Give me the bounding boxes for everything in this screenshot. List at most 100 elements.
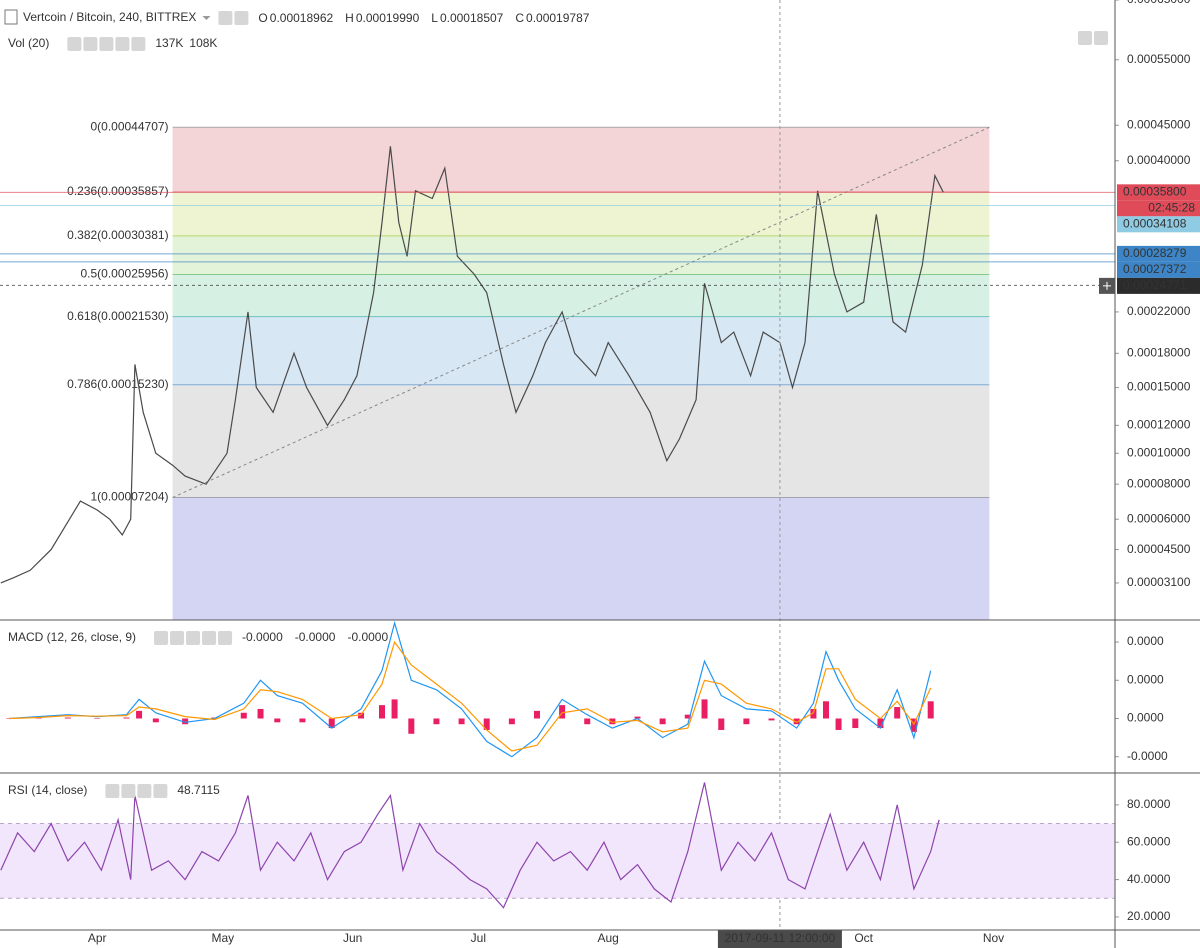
toolbar-icon[interactable]	[67, 37, 82, 51]
macd-histogram-bar	[659, 718, 666, 725]
toolbar-icon[interactable]	[170, 631, 185, 645]
toolbar-icon[interactable]	[99, 37, 114, 51]
x-tick-label: Aug	[598, 931, 619, 945]
y-tick-label: 0.00055000	[1127, 52, 1191, 66]
price-tag-label: 0.00024771	[1123, 278, 1187, 292]
macd-histogram-bar	[240, 712, 247, 719]
macd-histogram-bar	[927, 701, 934, 719]
price-tag	[1117, 277, 1200, 294]
toolbar-icon[interactable]	[218, 631, 233, 645]
macd-histogram-bar	[123, 717, 130, 719]
y-tick-label: 0.00015000	[1127, 380, 1191, 394]
legend-toggle[interactable]	[4, 9, 18, 25]
macd-histogram-bar	[257, 708, 264, 719]
toolbar-icon[interactable]	[1078, 31, 1092, 45]
macd-histogram-bar	[852, 718, 859, 729]
macd-histogram-bar	[822, 701, 829, 719]
fib-level-label: 0.236(0.00035857)	[67, 184, 168, 198]
indicator-title: MACD (12, 26, close, 9)	[8, 630, 136, 644]
y-tick-label: 0.00012000	[1127, 418, 1191, 432]
y-tick-label: 0.00010000	[1127, 445, 1191, 459]
ohlc-value: 0.00018962	[270, 11, 334, 25]
macd-histogram-bar	[743, 718, 750, 725]
y-tick-label: 80.0000	[1127, 797, 1171, 811]
indicator-value: 48.7115	[177, 783, 220, 797]
y-tick-label: 40.0000	[1127, 872, 1171, 886]
price-tag	[1117, 261, 1200, 278]
toolbar-icon[interactable]	[154, 631, 169, 645]
y-tick-label: 0.00004500	[1127, 542, 1191, 556]
macd-histogram-bar	[358, 712, 365, 719]
toolbar-icon[interactable]	[202, 631, 217, 645]
toolbar-icon[interactable]	[218, 11, 233, 25]
fib-level-label: 0(0.00044707)	[90, 119, 168, 133]
crosshair-label: 2017-09-11 12:00:00	[725, 931, 836, 945]
y-tick-label: 0.00022000	[1127, 304, 1191, 318]
y-tick-label: 0.00045000	[1127, 117, 1191, 131]
dropdown[interactable]	[202, 16, 211, 20]
macd-histogram-bar	[299, 718, 306, 723]
price-tag-label: 0.00035800	[1123, 184, 1187, 198]
toolbar-icon[interactable]	[186, 631, 201, 645]
rsi-line	[0, 782, 940, 909]
macd-histogram-bar	[701, 699, 708, 719]
macd-histogram-bar	[328, 718, 335, 729]
macd-histogram-bar	[378, 705, 385, 719]
toolbar-icon[interactable]	[115, 37, 130, 51]
macd-line	[9, 620, 932, 758]
toolbar-icon[interactable]	[121, 784, 136, 798]
macd-histogram-bar	[684, 714, 691, 719]
toolbar-icon[interactable]	[153, 784, 168, 798]
macd-histogram-bar	[559, 705, 566, 719]
fib-zone	[172, 274, 990, 317]
y-tick-label: 0.00065000	[1127, 0, 1191, 6]
x-tick-label: May	[211, 931, 234, 945]
rsi-band	[0, 823, 1115, 899]
macd-histogram-bar	[793, 718, 800, 725]
toolbar-icon[interactable]	[105, 784, 120, 798]
price-tag	[1117, 245, 1200, 262]
toolbar-icon[interactable]	[131, 37, 146, 51]
indicator-value: -0.0000	[295, 630, 336, 644]
ohlc-key: C	[515, 11, 524, 25]
y-tick-label: 0.0000	[1127, 711, 1164, 725]
macd-histogram-bar	[152, 718, 159, 723]
indicator-value: -0.0000	[347, 630, 388, 644]
macd-histogram-bar	[182, 718, 189, 725]
price-tag-label: 0.00028279	[1123, 246, 1187, 260]
indicator-value: -0.0000	[242, 630, 283, 644]
fib-zone	[172, 497, 990, 620]
price-tag-label: 0.00034108	[1123, 216, 1187, 230]
macd-histogram-bar	[835, 718, 842, 730]
toolbar-icon[interactable]	[137, 784, 152, 798]
y-tick-label: 0.00040000	[1127, 153, 1191, 167]
chart-title: Vertcoin / Bitcoin, 240, BITTREX	[23, 10, 196, 24]
ohlc-key: L	[431, 11, 438, 25]
macd-histogram-bar	[584, 718, 591, 725]
fib-level-label: 0.786(0.00015230)	[67, 377, 168, 391]
x-tick-label: Jul	[471, 931, 486, 945]
indicator-title: RSI (14, close)	[8, 783, 87, 797]
price-tag	[1117, 184, 1200, 201]
fib-level-label: 1(0.00007204)	[90, 490, 168, 504]
y-tick-label: 0.00003100	[1127, 575, 1191, 589]
fib-zone	[172, 191, 990, 236]
macd-histogram-bar	[609, 718, 616, 725]
price-tag-label: 0.00027372	[1123, 262, 1187, 276]
countdown-box	[1117, 200, 1200, 217]
y-tick-label: 60.0000	[1127, 834, 1171, 848]
fib-level-label: 0.382(0.00030381)	[67, 228, 168, 242]
toolbar-icon[interactable]	[1094, 31, 1108, 45]
macd-histogram-bar	[136, 710, 143, 719]
macd-histogram-bar	[391, 699, 398, 719]
ohlc-key: H	[345, 11, 354, 25]
x-tick-label: Oct	[854, 931, 873, 945]
toolbar-icon[interactable]	[83, 37, 98, 51]
macd-histogram-bar	[533, 710, 540, 719]
ohlc-value: 0.00018507	[440, 11, 504, 25]
toolbar-icon[interactable]	[234, 11, 249, 25]
macd-histogram-bar	[274, 718, 281, 723]
indicator-title: Vol (20)	[8, 36, 49, 50]
